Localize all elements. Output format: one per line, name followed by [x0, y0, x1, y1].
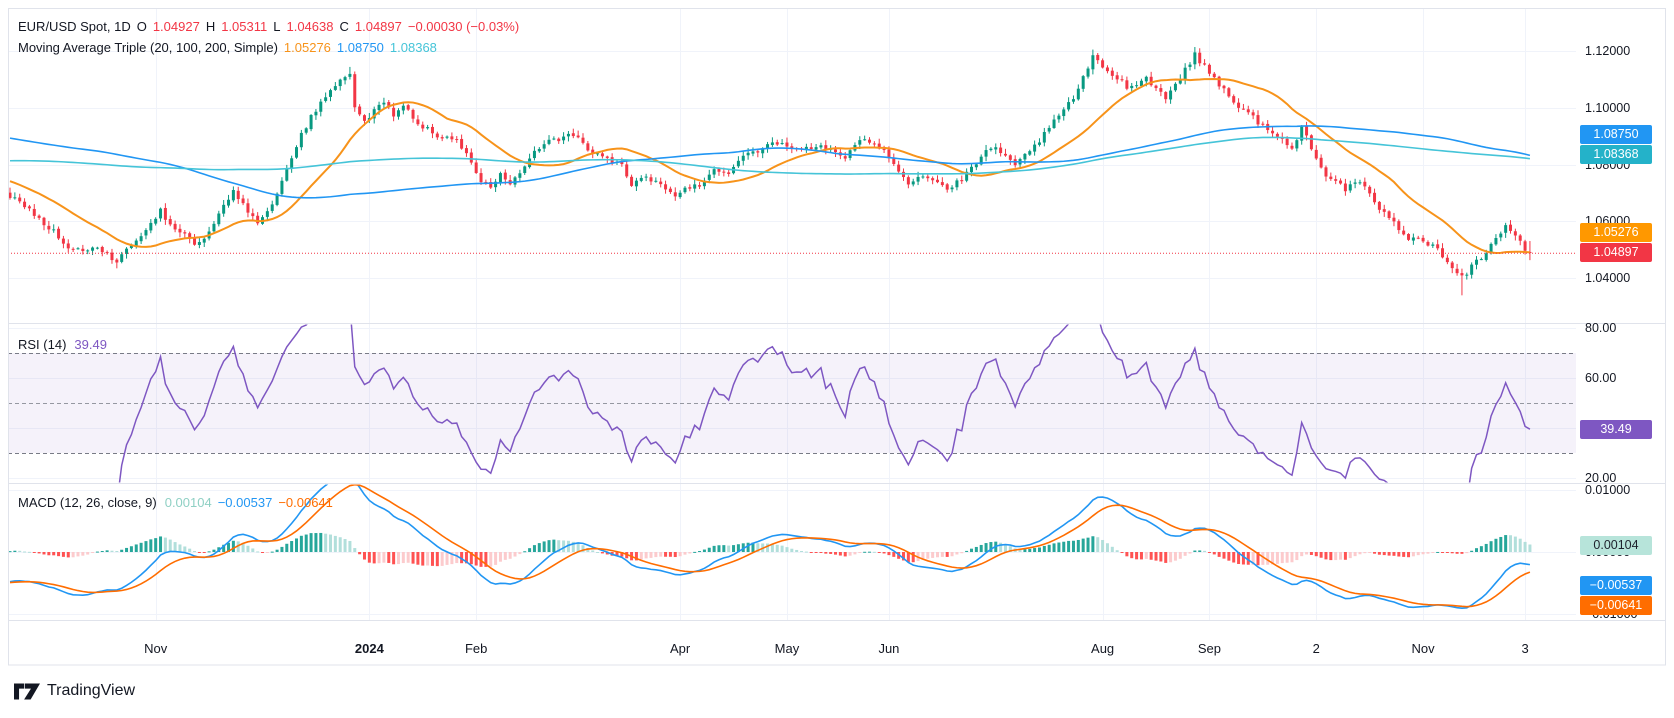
rsi-tick-label: 80.00	[1585, 321, 1617, 335]
rsi-tick-label: 60.00	[1585, 371, 1617, 385]
price-tick-label: 1.04000	[1585, 271, 1631, 286]
price-tick-label: 1.12000	[1585, 44, 1631, 58]
time-axis-label: 2	[1312, 641, 1320, 656]
ma200-price-badge: 1.08368	[1580, 144, 1652, 164]
close-value: 1.04897	[354, 19, 402, 34]
low-label: L	[273, 19, 281, 34]
high-label: H	[205, 19, 216, 34]
time-axis-label: Feb	[464, 641, 488, 656]
rsi-value: 39.49	[74, 337, 107, 352]
symbol-title[interactable]: EUR/USD Spot, 1D	[18, 19, 131, 34]
time-axis-label: 2024	[354, 641, 384, 656]
ma100-price-badge: 1.08750	[1580, 124, 1652, 144]
time-axis-label: Nov	[144, 641, 168, 656]
macd-hist-value: 0.00104	[164, 495, 212, 510]
tradingview-logo-text: TradingView	[47, 682, 136, 699]
high-value: 1.05311	[221, 19, 268, 34]
ma20-value: 1.05276	[283, 40, 331, 55]
close-label: C	[339, 19, 349, 34]
time-axis-label: 3	[1521, 641, 1529, 656]
ma-legend-row[interactable]: Moving Average Triple (20, 100, 200, Sim…	[18, 40, 443, 55]
ma20-price-badge: 1.05276	[1580, 223, 1652, 243]
symbol-legend-row[interactable]: EUR/USD Spot, 1D O 1.04927 H 1.05311 L 1.04638…	[18, 19, 525, 34]
time-axis-label: Sep	[1197, 641, 1221, 656]
rsi-value-badge: 39.49	[1580, 419, 1652, 439]
open-label: O	[136, 19, 147, 34]
time-axis-label: Apr	[670, 641, 691, 656]
rsi-tick-label: 20.00	[1585, 471, 1617, 485]
macd-line-badge: −0.00537	[1580, 575, 1652, 595]
price-tick-label: 1.10000	[1585, 100, 1631, 115]
macd-signal-badge: −0.00641	[1580, 595, 1652, 615]
macd-study-title[interactable]: MACD (12, 26, close, 9)	[18, 495, 157, 510]
rsi-legend-row[interactable]: RSI (14) 39.49	[18, 337, 113, 352]
time-axis-label: Jun	[878, 641, 900, 656]
macd-tick-label: 0.01000	[1585, 483, 1631, 497]
tradingview-logo-icon	[14, 683, 40, 699]
time-axis-label: Nov	[1411, 641, 1435, 656]
macd-legend-row[interactable]: MACD (12, 26, close, 9) 0.00104 −0.00537 −0…	[18, 495, 339, 510]
tradingview-logo[interactable]: TradingView	[14, 682, 135, 700]
change-value: −0.00030 (−0.03%)	[407, 19, 520, 34]
ma-study-title[interactable]: Moving Average Triple (20, 100, 200, Sim…	[18, 40, 278, 55]
ma200-value: 1.08368	[389, 40, 437, 55]
macd-line-value: −0.00537	[217, 495, 273, 510]
rsi-study-title[interactable]: RSI (14)	[18, 337, 67, 352]
low-value: 1.04638	[286, 19, 334, 34]
macd-hist-badge: 0.00104	[1580, 536, 1652, 556]
macd-signal-value: −0.00641	[278, 495, 333, 510]
ma100-value: 1.08750	[336, 40, 384, 55]
open-value: 1.04927	[152, 19, 200, 34]
time-axis-label: May	[774, 641, 800, 656]
last-price-badge: 1.04897	[1580, 243, 1652, 263]
time-axis-label: Aug	[1091, 641, 1115, 656]
